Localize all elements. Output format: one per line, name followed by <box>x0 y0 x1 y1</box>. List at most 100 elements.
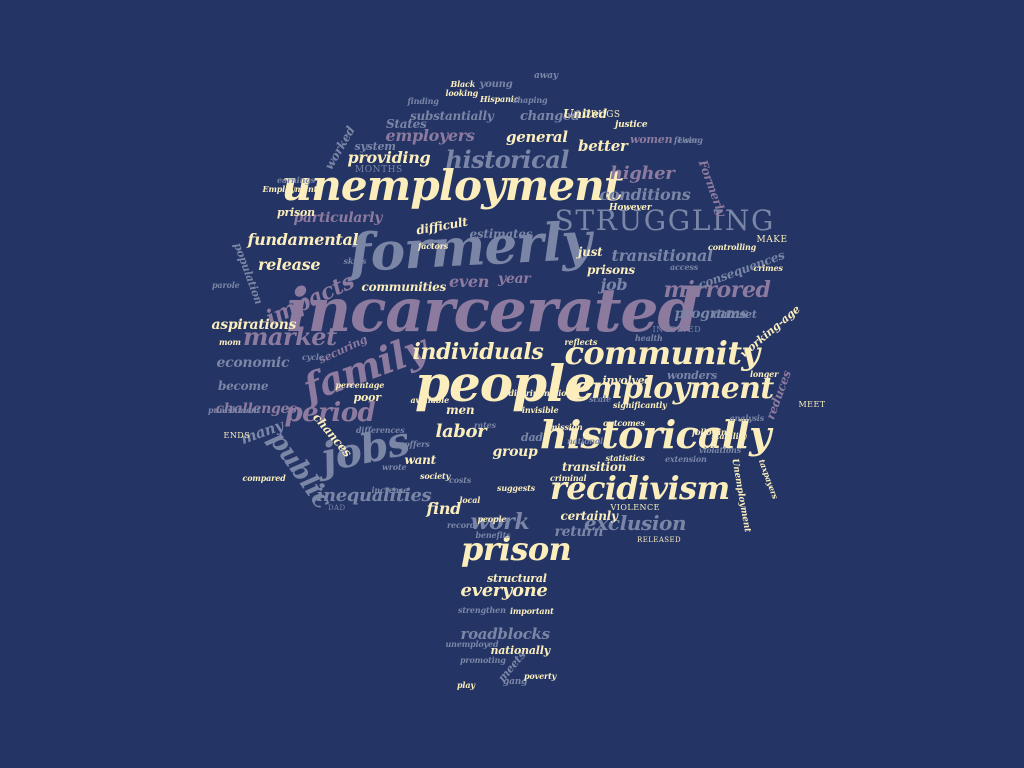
word-community: community <box>564 334 760 372</box>
word-structural: structural <box>487 571 547 585</box>
word-nationally: nationally <box>490 643 551 657</box>
word-even: even <box>449 272 490 291</box>
word-violations: violations <box>699 445 742 455</box>
word-providing: providing <box>347 148 431 167</box>
word-differences: differences <box>356 425 405 435</box>
word-general: general <box>506 127 568 146</box>
word-group: group <box>492 444 538 460</box>
word-discrimination: discrimination <box>508 388 573 398</box>
word-invisible: invisible <box>522 405 559 415</box>
word-higher: higher <box>610 163 675 184</box>
word-society: society <box>420 471 451 481</box>
word-transitional: transitional <box>611 246 714 265</box>
word-young: young <box>479 79 513 90</box>
word-suggests: suggests <box>497 483 536 493</box>
word-analysis: analysis <box>729 413 765 423</box>
word-national: national <box>567 436 603 446</box>
word-dad: DAD <box>328 503 346 512</box>
word-away: away <box>534 70 558 81</box>
word-unemployed: unemployed <box>445 639 499 649</box>
word-available: available <box>410 395 450 405</box>
word-people: people <box>477 514 507 524</box>
word-violence: VIOLENCE <box>610 503 660 512</box>
word-health: health <box>635 333 663 343</box>
word-involved: INVOLVED <box>652 325 702 334</box>
word-employment: Employment <box>262 184 318 194</box>
word-just: just <box>578 245 603 259</box>
word-scale: scale <box>589 394 611 404</box>
word-historically: historically <box>540 412 771 457</box>
word-important: important <box>510 606 554 616</box>
word-extension: extension <box>665 454 707 464</box>
word-fewer: fewer <box>674 135 698 145</box>
word-strengthen: strengthen <box>458 605 506 615</box>
word-unemployment: unemployment <box>281 161 624 210</box>
word-estimates: estimates <box>469 227 533 241</box>
word-criminal: criminal <box>550 473 587 483</box>
word-wonders: wonders <box>667 368 717 382</box>
word-people: people <box>415 354 596 413</box>
word-controlling: controlling <box>708 242 757 252</box>
word-poor: poor <box>353 390 382 404</box>
word-compared: compared <box>242 473 286 483</box>
word-want: want <box>404 453 437 467</box>
word-promoting: promoting <box>460 655 506 665</box>
word-communities: communities <box>361 280 447 294</box>
word-prison: prison <box>277 205 315 219</box>
word-prison: prison <box>461 530 572 568</box>
word-labor: labor <box>435 421 487 442</box>
word-historical: historical <box>445 145 570 174</box>
word-finding: finding <box>407 96 439 106</box>
word-earnings: earnings <box>277 175 315 185</box>
word-prisons: prisons <box>587 263 635 277</box>
word-dataset: dataset <box>713 307 757 321</box>
word-find: find <box>426 499 462 518</box>
word-women: women <box>630 132 673 146</box>
word-outcomes: outcomes <box>603 418 645 428</box>
word-ends: ENDS <box>223 431 251 440</box>
word-play: play <box>457 680 475 690</box>
word-mission: mission <box>549 422 583 432</box>
word-statistics: statistics <box>605 453 645 463</box>
word-make: MAKE <box>756 234 788 245</box>
word-return: return <box>554 524 604 540</box>
word-recidivism: recidivism <box>550 469 730 507</box>
word-incarcerated: incarcerated <box>286 276 699 346</box>
word-system: system <box>354 139 396 153</box>
word-using: Using <box>677 135 703 145</box>
word-factors: factors <box>418 241 449 251</box>
word-offers: offers <box>404 439 430 449</box>
word-everyone: everyone <box>460 580 548 601</box>
word-local: local <box>459 495 481 505</box>
word-roadblocks: roadblocks <box>460 624 551 643</box>
word-involved: involved <box>602 373 653 387</box>
word-period: period <box>284 398 376 428</box>
word-market: market <box>243 322 337 351</box>
word-unemployment: Unemployment <box>729 457 753 533</box>
word-cycle: cycle <box>302 352 324 362</box>
word-however: However <box>609 202 652 213</box>
word-gang: gang <box>503 676 528 687</box>
word-record: record <box>447 520 476 530</box>
word-meet: MEET <box>798 400 826 409</box>
word-programs: programs <box>674 306 748 322</box>
word-changed: changed <box>520 108 580 124</box>
word-better: better <box>578 136 628 155</box>
word-become: become <box>218 379 269 393</box>
word-percentage: percentage <box>335 380 385 390</box>
word-shaping: shaping <box>513 95 548 105</box>
word-substantially: substantially <box>410 109 494 123</box>
word-exclusion: exclusion <box>584 511 687 535</box>
word-year: year <box>498 271 531 287</box>
word-crimes: crimes <box>753 263 783 273</box>
word-following: following <box>692 427 733 437</box>
word-dad: dad <box>521 430 543 444</box>
word-united: United <box>563 107 607 121</box>
word-access: access <box>670 262 699 272</box>
word-months: MONTHS <box>355 164 403 175</box>
word-mom: mom <box>219 337 241 347</box>
word-work: work <box>470 509 530 535</box>
word-rates: rates <box>474 420 496 430</box>
word-longer: longer <box>750 369 779 379</box>
